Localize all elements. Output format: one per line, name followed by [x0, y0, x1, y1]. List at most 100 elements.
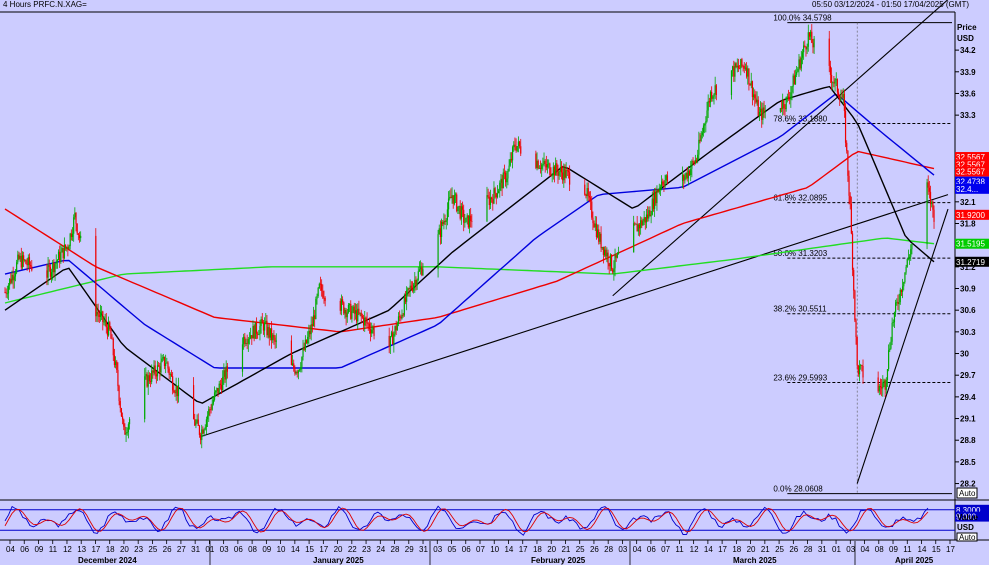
candle-body [506, 178, 508, 183]
candle-body [616, 253, 618, 258]
candle-body [226, 366, 228, 372]
candle-body [742, 65, 744, 67]
candle-body [48, 265, 50, 267]
candle-body [733, 66, 735, 77]
price-tick-label: 29.4 [960, 393, 976, 402]
oscillator-auto-button[interactable] [956, 532, 978, 542]
candle-body [437, 234, 439, 270]
candle-body [907, 257, 910, 260]
candle-body [193, 385, 195, 420]
candle-body [222, 376, 224, 391]
candle-body [828, 38, 830, 66]
candle-body [389, 336, 391, 347]
candle-body [599, 233, 601, 242]
candle-body [702, 125, 705, 133]
candle-body [113, 355, 116, 365]
candle-body [257, 333, 259, 335]
candle-body [652, 198, 655, 209]
candle-body [300, 367, 302, 370]
auto-scale-button[interactable] [956, 487, 978, 499]
month-label: December 2024 [78, 556, 137, 565]
candle-body [737, 65, 740, 69]
candle-body [198, 425, 201, 435]
candle-body [551, 175, 553, 176]
candle-body [98, 314, 100, 317]
candle-body [861, 365, 863, 366]
candle-body [803, 45, 805, 53]
candle-body [68, 246, 70, 250]
candle-body [536, 160, 538, 168]
candle-body [31, 266, 33, 271]
candle-body [843, 93, 845, 112]
candle-body [461, 206, 464, 210]
candle-body [199, 434, 202, 441]
candle-body [63, 244, 65, 259]
value-badge-label: 32.5567 [956, 160, 985, 169]
candle-body [514, 144, 516, 147]
candle-body [779, 107, 781, 112]
candle-body [449, 196, 451, 199]
candle-body [745, 67, 748, 77]
time-tick-label: 20 [747, 545, 756, 554]
time-tick-label: 20 [120, 545, 129, 554]
candle-body [174, 392, 176, 394]
candle-body [438, 228, 440, 235]
time-tick-label: 28 [804, 545, 813, 554]
candle-body [901, 286, 904, 293]
candle-body [832, 82, 834, 84]
candle-body [466, 215, 468, 218]
candle-body [563, 168, 565, 181]
candle-body [600, 233, 602, 249]
candle-body [904, 272, 906, 283]
candle-body [418, 269, 421, 272]
time-tick-label: 03 [220, 545, 229, 554]
candle-body [643, 217, 645, 222]
price-tick-label: 34.2 [960, 46, 976, 55]
candle-body [397, 316, 400, 325]
time-tick-label: 20 [334, 545, 343, 554]
candle-body [152, 370, 154, 373]
candle-body [811, 31, 813, 43]
candle-body [28, 257, 31, 266]
candle-body [612, 269, 614, 273]
candle-body [890, 341, 892, 349]
candle-body [511, 147, 514, 161]
candle-body [881, 387, 883, 389]
candle-body [67, 246, 69, 250]
candle-body [111, 338, 113, 340]
candle-body [550, 174, 552, 176]
candle-body [220, 384, 223, 391]
candle-body [358, 308, 360, 314]
candle-body [591, 201, 593, 218]
candle-body [303, 348, 305, 350]
candle-body [210, 409, 212, 411]
candle-body [312, 315, 315, 327]
candle-body [47, 265, 49, 278]
time-axis: 04 06 09 11 12 13 17 18 20 23 25 26 27 31 01 03 06 08 09 10… [6, 540, 955, 565]
candle-body [853, 269, 855, 291]
candle-body [897, 301, 899, 304]
red-moving-average [4, 150, 935, 333]
candle-body [700, 135, 702, 141]
candle-body [602, 246, 604, 255]
candle-body [69, 233, 71, 247]
oscillator-value-label: Value [957, 513, 978, 522]
candle-body [148, 375, 150, 382]
candle-body [891, 322, 893, 342]
candle-body [538, 167, 540, 169]
time-tick-label: 11 [675, 545, 684, 554]
candle-body [250, 335, 252, 339]
candle-body [567, 170, 570, 173]
candle-body [926, 182, 928, 245]
candle-body [544, 160, 546, 165]
candle-body [103, 321, 105, 323]
candle-body [833, 82, 835, 84]
candle-body [613, 268, 615, 273]
candle-body [445, 220, 447, 222]
candle-body [368, 323, 370, 330]
candle-body [695, 159, 698, 161]
candle-body [417, 271, 419, 280]
time-tick-label: 17 [718, 545, 727, 554]
candle-body [741, 59, 743, 66]
